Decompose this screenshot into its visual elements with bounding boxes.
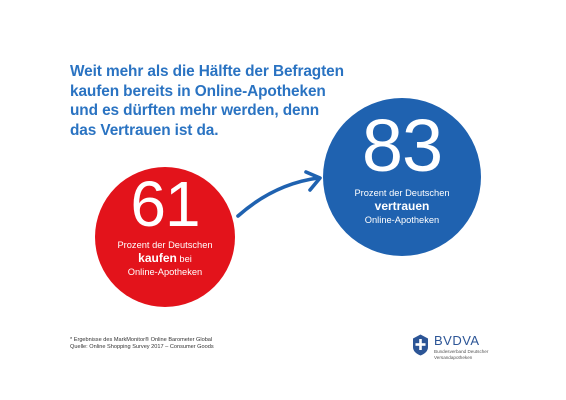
caption-line: Online-Apotheken	[364, 215, 440, 225]
bvdva-logo: BVDVA Bundesverband Deutscher Versandapo…	[412, 332, 512, 366]
logo-name: BVDVA	[434, 333, 480, 348]
shield-logo-icon	[413, 334, 428, 356]
source-footnote: * Ergebnisse des MarkMonitor® Online Bar…	[70, 337, 214, 352]
stat-circle-buy: 61 Prozent der Deutschen kaufen bei Onli…	[95, 167, 235, 307]
caption-line: vertrauen	[323, 200, 481, 214]
headline: Weit mehr als die Hälfte der Befragten k…	[70, 62, 370, 140]
headline-line: kaufen bereits in Online-Apotheken	[70, 82, 326, 100]
caption-line: Online-Apotheken	[127, 267, 203, 277]
caption-line: Prozent der Deutschen	[117, 240, 213, 250]
stat-number-buy: 61	[130, 168, 200, 240]
caption-line: kaufen bei	[95, 252, 235, 266]
caption-emphasis: kaufen	[138, 251, 177, 265]
caption-suffix: bei	[176, 254, 192, 264]
headline-line: das Vertrauen ist da.	[70, 121, 219, 139]
curved-arrow-right-icon	[236, 170, 322, 218]
logo-subtitle: Bundesverband Deutscher Versandapotheken	[434, 349, 488, 360]
caption-emphasis: vertrauen	[374, 199, 430, 213]
footnote-line: Quelle: Online Shopping Survey 2017 – Co…	[70, 344, 214, 351]
headline-line: Weit mehr als die Hälfte der Befragten	[70, 63, 344, 80]
stat-number-trust: 83	[361, 104, 443, 187]
logo-subtitle-line: Versandapotheken	[434, 354, 473, 360]
stat-circle-trust: 83 Prozent der Deutschen vertrauen Onlin…	[323, 98, 481, 256]
headline-line: und es dürften mehr werden, denn	[70, 102, 320, 119]
logo-subtitle-line: Bundesverband Deutscher	[434, 349, 489, 354]
footnote-line: * Ergebnisse des MarkMonitor® Online Bar…	[70, 337, 213, 343]
stat-caption-trust: Prozent der Deutschen vertrauen Online-A…	[323, 187, 481, 227]
stat-caption-buy: Prozent der Deutschen kaufen bei Online-…	[95, 239, 235, 279]
caption-line: Prozent der Deutschen	[354, 188, 450, 198]
